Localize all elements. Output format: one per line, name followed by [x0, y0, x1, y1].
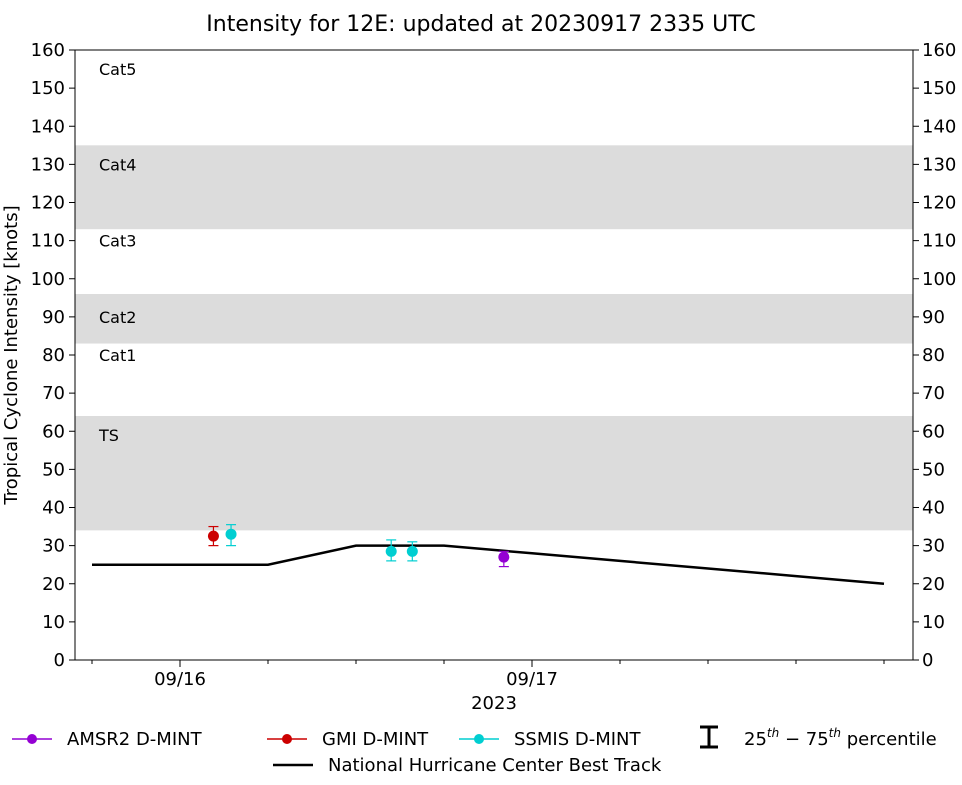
legend-gmi-d-mint-label: GMI D-MINT [322, 729, 429, 750]
gmi-d-mint-point-0 [207, 530, 219, 542]
band-cat2 [75, 294, 913, 344]
legend-amsr2-d-mint-label: AMSR2 D-MINT [67, 729, 203, 750]
y-tick-label-left-150: 150 [31, 78, 65, 99]
band-label-cat4: Cat4 [99, 155, 136, 174]
band-ts [75, 416, 913, 531]
legend-ssmis-d-mint-label: SSMIS D-MINT [514, 729, 641, 750]
y-tick-label-right-80: 80 [922, 345, 945, 366]
y-tick-label-left-90: 90 [42, 307, 65, 328]
y-tick-label-left-120: 120 [31, 193, 65, 214]
chart-title: Intensity for 12E: updated at 20230917 2… [206, 12, 755, 37]
best-track-line [92, 544, 885, 586]
ssmis-d-mint-point-0 [225, 528, 237, 540]
y-tick-label-left-80: 80 [42, 345, 65, 366]
y-axis-label: Tropical Cyclone Intensity [knots] [1, 205, 22, 505]
legend-percentile-label: 25th − 75th percentile [744, 726, 937, 750]
legend-gmi-d-mint-marker [282, 734, 292, 744]
x-tick-label-09-17: 09/17 [506, 669, 558, 690]
legend-amsr2-d-mint-marker [27, 734, 37, 744]
y-tick-label-left-40: 40 [42, 498, 65, 519]
band-label-cat5: Cat5 [99, 60, 136, 79]
legend-ssmis-d-mint-marker [474, 734, 484, 744]
y-tick-label-right-50: 50 [922, 459, 945, 480]
y-tick-label-right-30: 30 [922, 536, 945, 557]
legend: AMSR2 D-MINT GMI D-MINT SSMIS D-MINT 25th −… [12, 725, 937, 776]
y-tick-label-left-30: 30 [42, 536, 65, 557]
y-tick-label-right-0: 0 [922, 650, 933, 671]
y-tick-label-left-10: 10 [42, 612, 65, 633]
x-axis: 09/16 09/17 [91, 660, 885, 690]
legend-percentile-part-3: th [829, 726, 841, 740]
y-tick-label-right-90: 90 [922, 307, 945, 328]
x-tick-label-09-16: 09/16 [154, 669, 206, 690]
y-tick-label-right-130: 130 [922, 154, 956, 175]
plot-frame [74, 49, 914, 661]
x-axis-label: 2023 [471, 693, 517, 714]
y-tick-label-left-110: 110 [31, 231, 65, 252]
y-tick-label-right-160: 160 [922, 40, 956, 61]
intensity-points [207, 524, 510, 568]
y-tick-label-left-20: 20 [42, 574, 65, 595]
band-label-cat2: Cat2 [99, 308, 136, 327]
y-tick-label-right-20: 20 [922, 574, 945, 595]
category-labels: TS Cat1 Cat2 Cat3 Cat4 Cat5 [98, 60, 136, 445]
y-tick-label-left-140: 140 [31, 116, 65, 137]
y-tick-label-right-150: 150 [922, 78, 956, 99]
ssmis-d-mint-point-2 [406, 545, 418, 557]
legend-percentile-part-1: th [767, 726, 779, 740]
category-bands [75, 145, 913, 531]
y-tick-label-right-110: 110 [922, 231, 956, 252]
y-tick-label-right-40: 40 [922, 498, 945, 519]
band-label-cat1: Cat1 [99, 346, 136, 365]
y-tick-label-right-70: 70 [922, 383, 945, 404]
y-tick-label-right-120: 120 [922, 193, 956, 214]
y-tick-label-right-100: 100 [922, 269, 956, 290]
y-tick-label-left-100: 100 [31, 269, 65, 290]
y-tick-label-left-160: 160 [31, 40, 65, 61]
best-track-series [92, 544, 885, 586]
y-tick-label-left-130: 130 [31, 154, 65, 175]
y-tick-label-right-60: 60 [922, 421, 945, 442]
y-tick-label-left-50: 50 [42, 459, 65, 480]
band-label-ts: TS [98, 426, 119, 445]
y-tick-label-left-60: 60 [42, 421, 65, 442]
y-tick-label-left-0: 0 [54, 650, 65, 671]
band-cat4 [75, 145, 913, 230]
legend-percentile-part-2: − 75 [779, 729, 828, 750]
amsr2-d-mint-point-0 [498, 551, 510, 563]
y-axis-right: 0 10 20 30 40 50 60 70 80 90 100 110 120 130 140 150 160 [913, 40, 956, 671]
band-label-cat3: Cat3 [99, 232, 136, 251]
y-tick-label-right-10: 10 [922, 612, 945, 633]
legend-percentile-part-4: percentile [841, 729, 937, 750]
ssmis-d-mint-point-1 [385, 545, 397, 557]
legend-best-track-label: National Hurricane Center Best Track [328, 755, 662, 776]
y-axis-left: 0 10 20 30 40 50 60 70 80 90 100 110 120 130 140 150 160 [31, 40, 75, 671]
y-tick-label-left-70: 70 [42, 383, 65, 404]
legend-percentile-part-0: 25 [744, 729, 767, 750]
y-tick-label-right-140: 140 [922, 116, 956, 137]
